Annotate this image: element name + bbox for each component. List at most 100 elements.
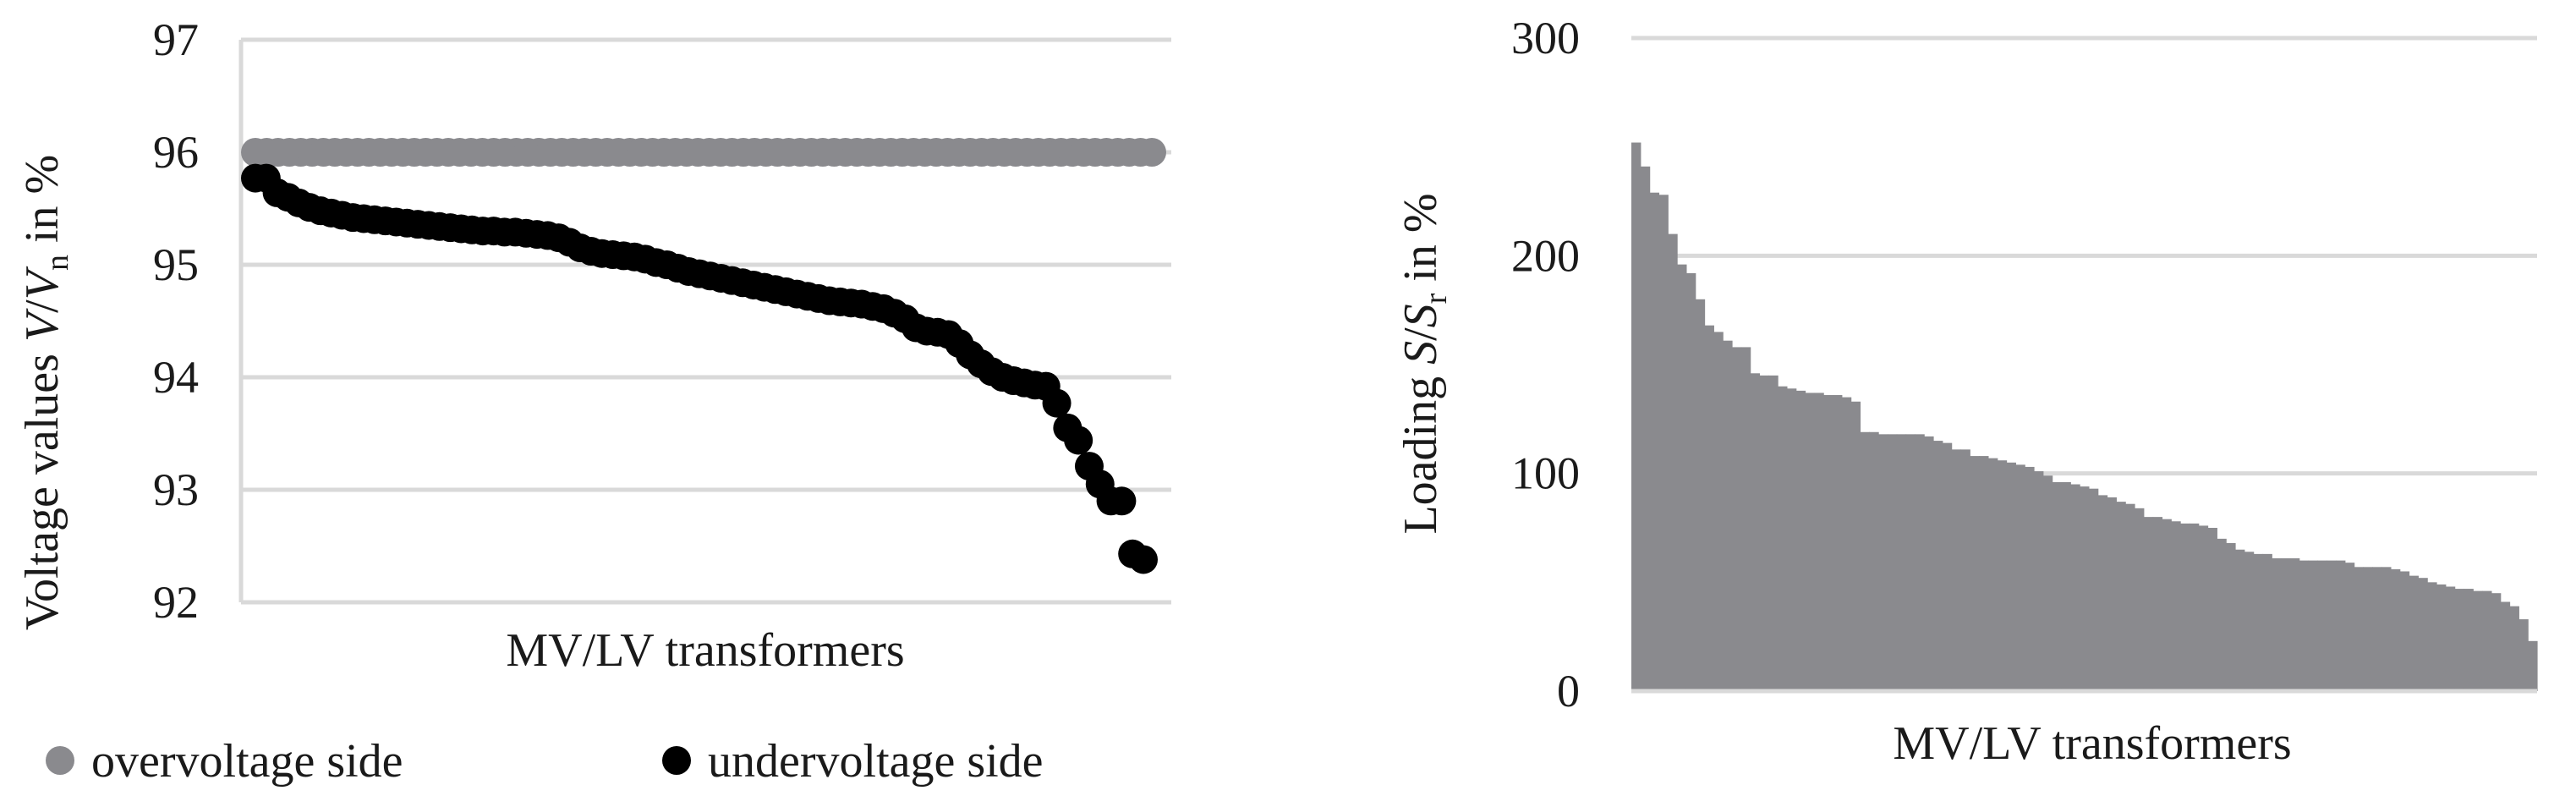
loading-bar [1759, 375, 1769, 691]
loading-bar [1649, 192, 1660, 691]
loading-bar [2399, 571, 2410, 691]
loading-bar [1850, 401, 1861, 691]
loading-bar [2070, 484, 2080, 691]
loading-bar [1951, 449, 1962, 691]
loading-bar [2344, 563, 2355, 691]
loading-y-label-s: S [1395, 341, 1447, 365]
voltage-y-label-subscript: n [40, 255, 75, 271]
loading-bar [1704, 325, 1714, 691]
loading-bar [2528, 640, 2538, 691]
loading-bar [2097, 495, 2108, 691]
loading-bar [2207, 528, 2217, 691]
loading-bar [2162, 519, 2172, 691]
voltage-y-tick-label: 97 [153, 14, 199, 65]
loading-bar [1887, 434, 1898, 691]
loading-bar [2025, 466, 2035, 691]
loading-bar [2180, 523, 2190, 691]
loading-bar [1750, 373, 1761, 691]
voltage-y-label-slash: / [16, 299, 69, 313]
loading-bar [1732, 347, 1742, 691]
loading-bar [2436, 584, 2447, 691]
voltage-y-tick-label: 93 [153, 464, 199, 515]
loading-y-axis-label: Loading S/Sr in % [1395, 193, 1454, 534]
loading-bar [1778, 386, 1788, 691]
loading-bar [2308, 560, 2318, 691]
undervoltage-point [1042, 388, 1072, 418]
loading-bar [2409, 575, 2419, 691]
loading-bar [1924, 436, 1934, 691]
loading-bar [2253, 553, 2264, 691]
loading-bar [2464, 589, 2474, 691]
loading-bar [2116, 502, 2126, 691]
loading-bar [2327, 560, 2337, 691]
voltage-chart: 92 93 94 95 96 97 MV/LV transformers Voltage … [16, 14, 1171, 788]
undervoltage-point [1064, 425, 1093, 455]
loading-bar [1713, 332, 1724, 691]
loading-y-label-text: Loading [1395, 365, 1447, 535]
loading-bar [2152, 517, 2163, 691]
loading-y-ticks: 0 100 200 300 [1511, 13, 1580, 716]
loading-bar [2445, 586, 2456, 691]
loading-bar [2372, 567, 2382, 691]
loading-bar [2262, 553, 2272, 691]
loading-bar [2125, 503, 2135, 691]
loading-bar [2518, 619, 2529, 691]
loading-bar [2491, 593, 2502, 691]
loading-bar [1740, 347, 1751, 691]
loading-bar [1833, 395, 1843, 691]
legend-label-undervoltage: undervoltage side [708, 735, 1044, 788]
loading-bar [2015, 464, 2025, 691]
voltage-y-tick-label: 95 [153, 239, 199, 290]
loading-bar [2418, 578, 2428, 691]
loading-bar [1869, 431, 1879, 691]
loading-bar [1915, 434, 1925, 691]
voltage-y-label-unit: in % [16, 155, 69, 255]
voltage-x-axis-label: MV/LV transformers [506, 624, 904, 677]
loading-bar [2042, 475, 2053, 691]
loading-bar [1823, 395, 1833, 691]
loading-bar [1896, 434, 1907, 691]
loading-bar [2006, 462, 2016, 691]
loading-bar [1631, 142, 1642, 691]
loading-bar [2244, 552, 2255, 691]
loading-bar [2135, 508, 2145, 691]
loading-bar [1814, 393, 1824, 691]
loading-bar [1805, 393, 1815, 691]
loading-bar [2363, 567, 2373, 691]
voltage-y-label-v: V [16, 308, 69, 342]
loading-bar [2289, 558, 2300, 691]
loading-y-tick-label: 300 [1511, 13, 1580, 63]
loading-bar [1695, 299, 1706, 691]
loading-bar [1987, 458, 1998, 691]
loading-bar [1685, 272, 1696, 691]
loading-bar [1970, 456, 1980, 691]
loading-chart: 0 100 200 300 MV/LV transformers Loading S/… [1395, 13, 2538, 770]
loading-bar [1942, 442, 1953, 691]
loading-bar [2189, 523, 2200, 691]
loading-bar [1640, 166, 1651, 691]
loading-bar [2454, 589, 2465, 691]
loading-bar [1979, 456, 1989, 691]
loading-bar [2281, 558, 2291, 691]
loading-bar [2143, 517, 2154, 691]
loading-bar [1878, 434, 1888, 691]
voltage-gridlines [241, 37, 1171, 605]
loading-bar [1860, 431, 1870, 691]
undervoltage-series [241, 163, 1158, 574]
loading-y-tick-label: 0 [1557, 666, 1580, 716]
loading-bar [1723, 340, 1733, 691]
loading-bar [1658, 195, 1669, 691]
loading-bar [2317, 560, 2327, 691]
loading-bar [2061, 481, 2071, 691]
loading-bar [1677, 264, 1687, 691]
loading-bar [1768, 375, 1779, 691]
voltage-y-axis-label: Voltage values V/Vn in % [16, 155, 75, 630]
loading-bar [1997, 460, 2008, 691]
loading-bar [2427, 582, 2437, 691]
loading-bars [1631, 142, 2538, 692]
voltage-legend: overvoltage side undervoltage side [46, 735, 1044, 788]
loading-bar [1841, 397, 1852, 691]
loading-bar [1933, 441, 1943, 691]
loading-bar [2336, 560, 2346, 691]
voltage-y-label-vn: V [16, 266, 69, 299]
